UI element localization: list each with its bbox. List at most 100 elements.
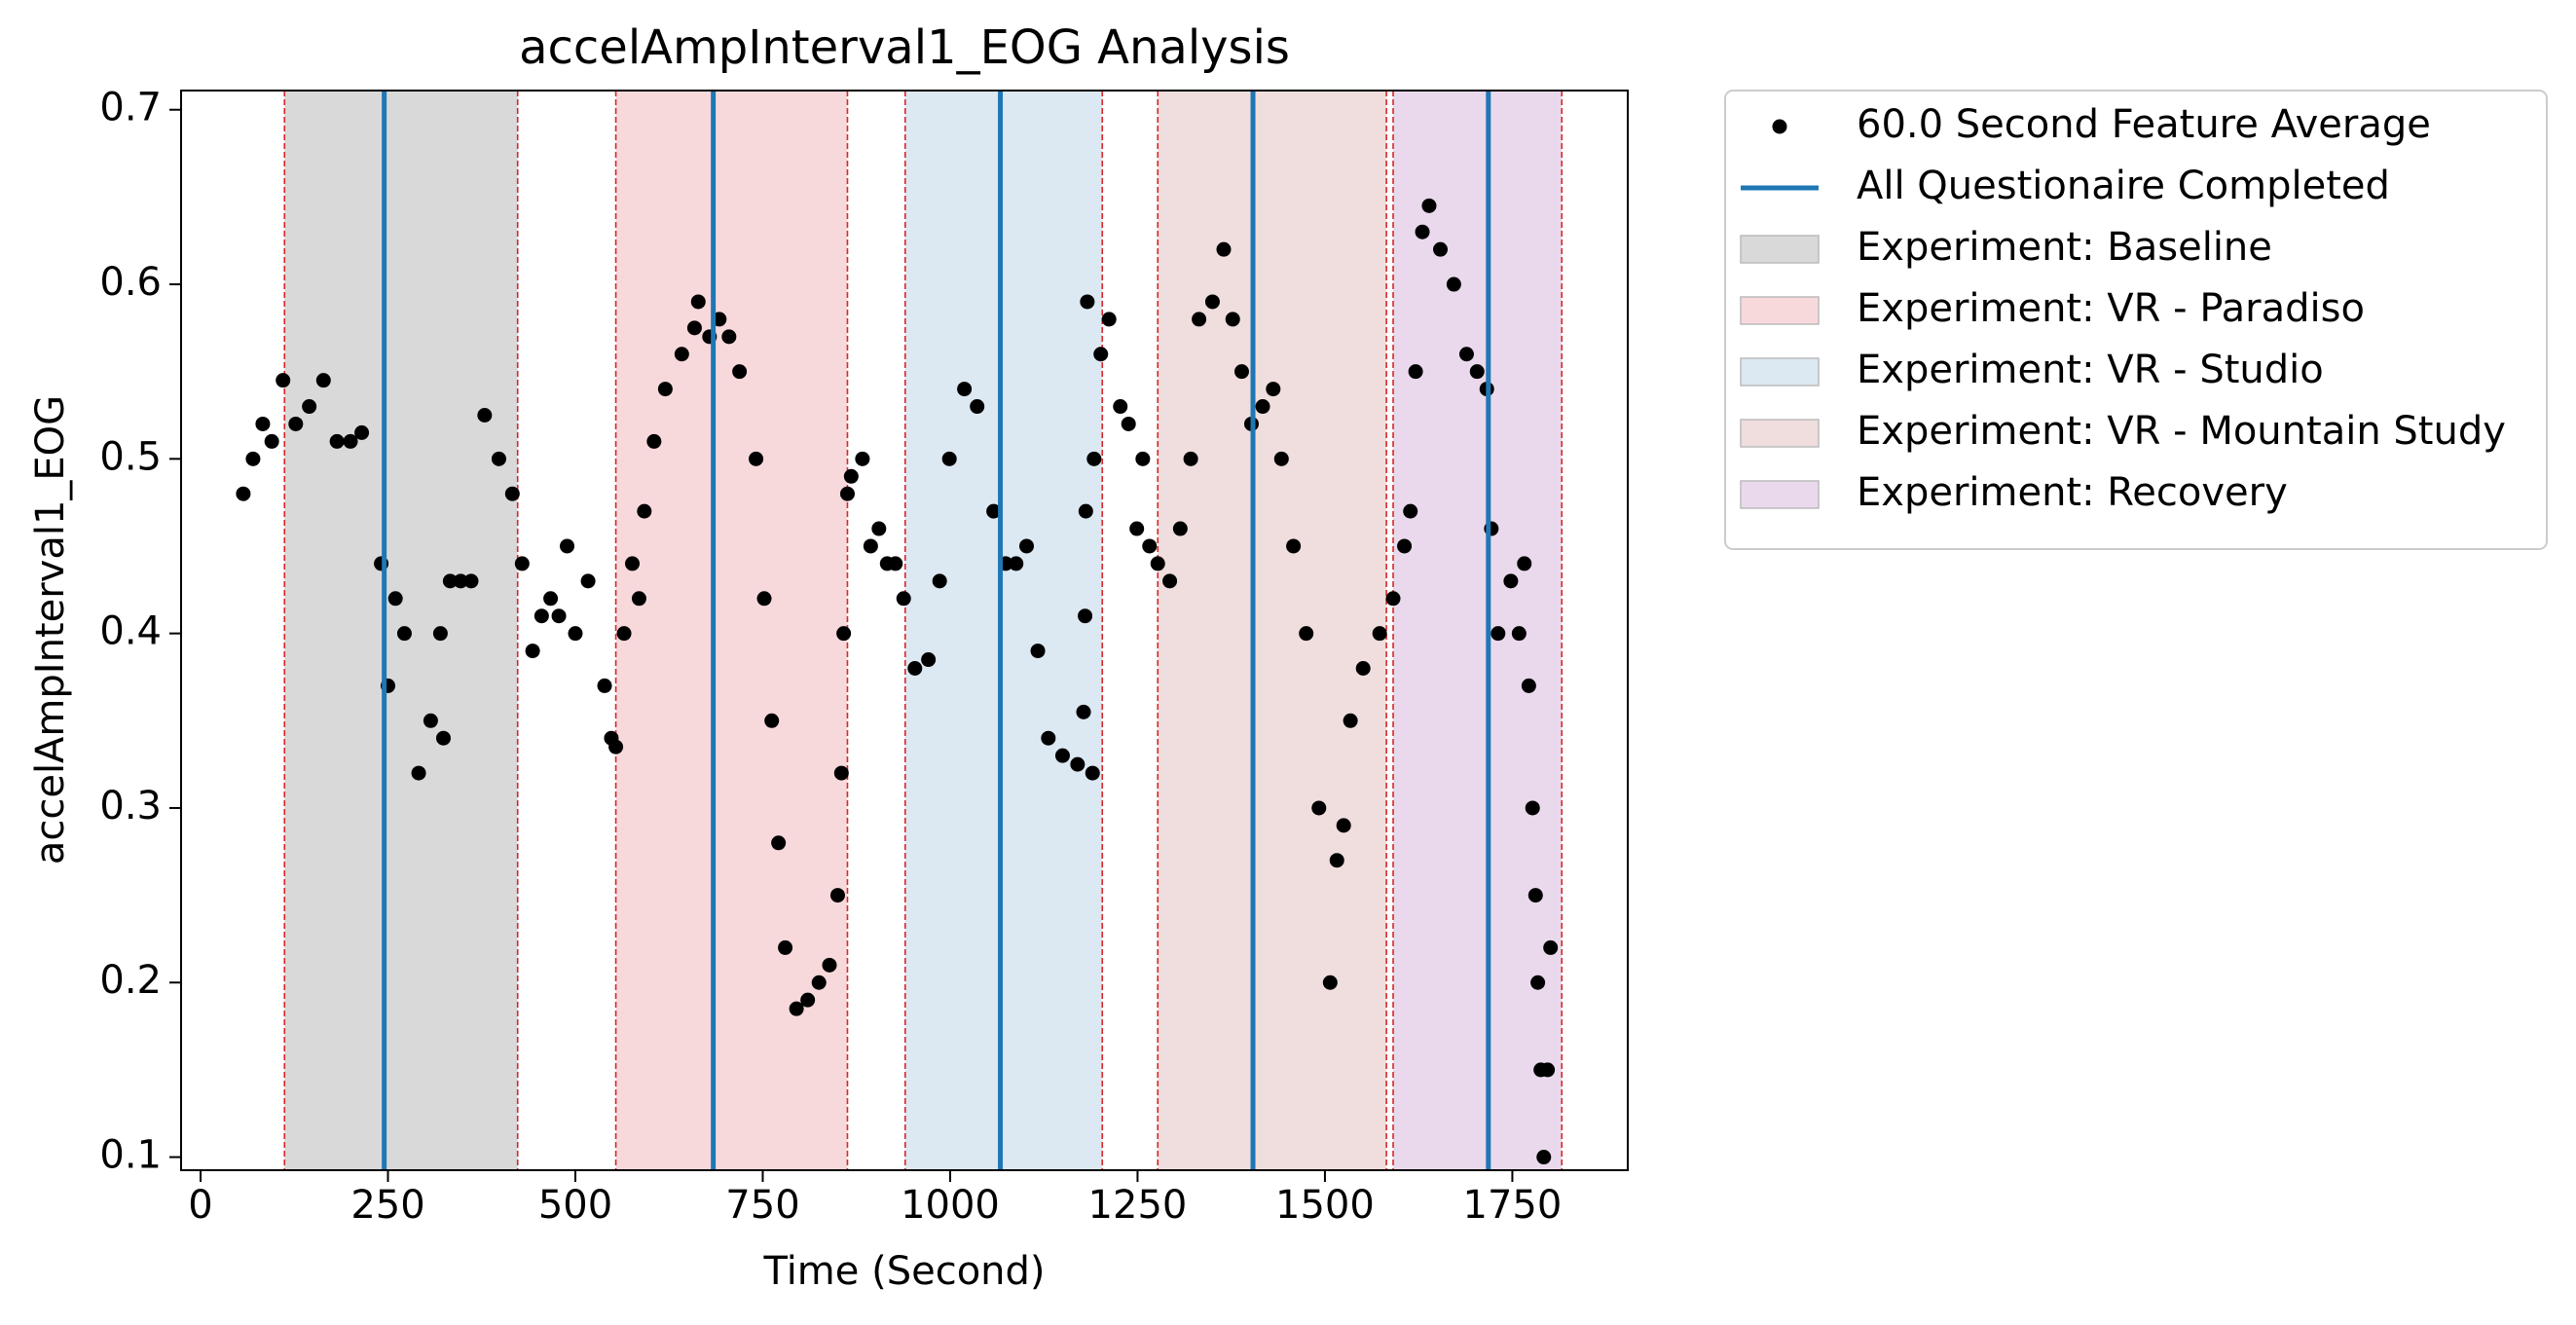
chart-title: accelAmpInterval1_EOG Analysis xyxy=(519,20,1290,75)
point xyxy=(551,608,567,624)
point xyxy=(1311,800,1327,816)
point xyxy=(1080,294,1095,310)
x-tick-label: 0 xyxy=(188,1183,212,1228)
point xyxy=(1385,591,1401,607)
point xyxy=(1525,800,1540,816)
point xyxy=(921,652,937,668)
point xyxy=(491,451,506,466)
legend-swatch xyxy=(1740,419,1820,448)
x-tick-label: 1500 xyxy=(1275,1183,1375,1228)
region xyxy=(904,91,1103,1170)
point xyxy=(1093,347,1109,362)
y-tick-label: 0.1 xyxy=(99,1133,162,1178)
point xyxy=(1009,556,1024,571)
point xyxy=(608,739,624,755)
point xyxy=(288,416,304,431)
point xyxy=(1273,451,1289,466)
point xyxy=(1503,573,1519,589)
y-tick-label: 0.6 xyxy=(99,260,162,305)
point xyxy=(1076,704,1091,719)
point xyxy=(789,1001,804,1016)
point xyxy=(1511,626,1527,642)
point xyxy=(1446,276,1461,292)
point xyxy=(970,399,985,415)
point xyxy=(674,347,689,362)
point xyxy=(1225,312,1240,327)
point xyxy=(1521,678,1536,693)
point xyxy=(1054,748,1070,763)
point xyxy=(1192,312,1207,327)
point xyxy=(1286,538,1302,554)
point xyxy=(1113,399,1128,415)
point xyxy=(245,451,261,466)
point xyxy=(811,975,827,990)
legend-marker xyxy=(1772,119,1787,134)
legend-label: Experiment: Baseline xyxy=(1857,225,2272,270)
y-tick-label: 0.7 xyxy=(99,86,162,130)
point xyxy=(1266,382,1281,397)
point xyxy=(1543,939,1559,955)
point xyxy=(764,713,780,728)
y-tick-label: 0.5 xyxy=(99,434,162,479)
point xyxy=(1204,294,1220,310)
point xyxy=(1421,198,1437,213)
point xyxy=(896,591,911,607)
point xyxy=(1085,765,1100,781)
axes-frame xyxy=(180,90,1629,1171)
point xyxy=(1329,853,1344,868)
point xyxy=(1078,503,1093,519)
point xyxy=(315,373,331,388)
point xyxy=(625,556,641,571)
point xyxy=(957,382,973,397)
point xyxy=(1121,416,1136,431)
point xyxy=(1216,241,1232,257)
x-tick-label: 1750 xyxy=(1463,1183,1563,1228)
point xyxy=(1101,312,1117,327)
point xyxy=(907,660,923,676)
point xyxy=(236,486,251,501)
point xyxy=(1458,347,1474,362)
point xyxy=(463,573,479,589)
point xyxy=(1403,503,1418,519)
point xyxy=(986,503,1002,519)
point xyxy=(329,433,345,449)
point xyxy=(1129,521,1145,536)
point xyxy=(432,626,448,642)
point xyxy=(829,888,845,903)
point xyxy=(932,573,947,589)
point xyxy=(354,424,370,440)
y-tick-label: 0.2 xyxy=(99,958,162,1003)
point xyxy=(1372,626,1387,642)
point xyxy=(1183,451,1198,466)
point xyxy=(732,364,748,380)
point xyxy=(264,433,279,449)
point xyxy=(1433,241,1449,257)
point xyxy=(756,591,772,607)
point xyxy=(1469,364,1485,380)
point xyxy=(771,835,787,851)
point xyxy=(721,329,737,345)
point xyxy=(1150,556,1165,571)
point xyxy=(580,573,596,589)
point xyxy=(504,486,520,501)
point xyxy=(1397,538,1413,554)
point xyxy=(888,556,903,571)
point xyxy=(1162,573,1178,589)
point xyxy=(1530,975,1546,990)
point xyxy=(1490,626,1506,642)
point xyxy=(1041,730,1056,746)
point xyxy=(855,451,870,466)
point xyxy=(411,765,426,781)
point xyxy=(800,992,816,1008)
point xyxy=(1536,1150,1552,1165)
point xyxy=(822,957,837,973)
legend-swatch xyxy=(1740,235,1820,264)
point xyxy=(839,486,855,501)
point xyxy=(255,416,271,431)
point xyxy=(778,939,793,955)
point xyxy=(657,382,673,397)
point xyxy=(525,644,540,659)
point xyxy=(435,730,451,746)
point xyxy=(686,320,702,336)
point xyxy=(836,626,852,642)
